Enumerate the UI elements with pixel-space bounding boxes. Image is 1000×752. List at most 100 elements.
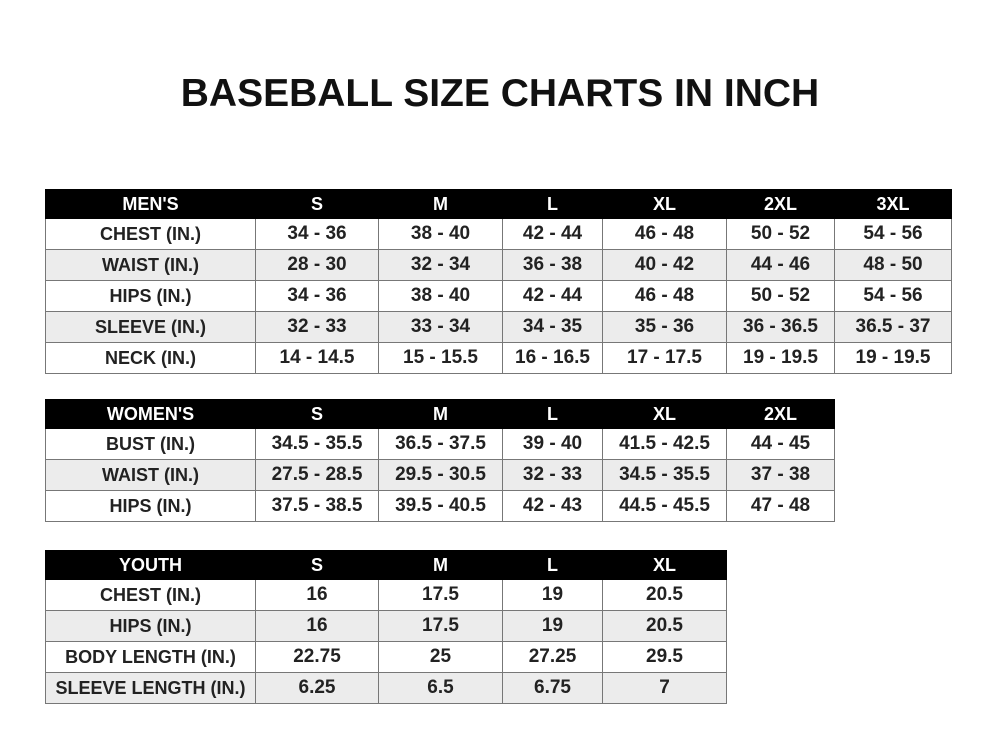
measurement-label: BODY LENGTH (IN.) [45, 641, 256, 673]
measurement-value: 14 - 14.5 [255, 342, 379, 374]
measurement-value: 28 - 30 [255, 249, 379, 281]
size-header: 2XL [726, 189, 835, 219]
mens-size-table: MEN'S S M L XL 2XL 3XL CHEST (IN.) 34 - 36 38 - 4… [45, 189, 952, 374]
measurement-value: 19 - 19.5 [726, 342, 835, 374]
measurement-value: 29.5 - 30.5 [378, 459, 503, 491]
measurement-value: 36 - 36.5 [726, 311, 835, 343]
measurement-label: BUST (IN.) [45, 428, 256, 460]
measurement-value: 7 [602, 672, 727, 704]
measurement-value: 50 - 52 [726, 218, 835, 250]
measurement-value: 15 - 15.5 [378, 342, 503, 374]
size-header: L [502, 550, 603, 580]
measurement-value: 34.5 - 35.5 [602, 459, 727, 491]
measurement-value: 46 - 48 [602, 280, 727, 312]
size-header: M [378, 550, 503, 580]
womens-size-table: WOMEN'S S M L XL 2XL BUST (IN.) 34.5 - 35.5 36.5… [45, 399, 835, 522]
measurement-value: 37.5 - 38.5 [255, 490, 379, 522]
measurement-label: SLEEVE (IN.) [45, 311, 256, 343]
measurement-value: 20.5 [602, 579, 727, 611]
measurement-value: 50 - 52 [726, 280, 835, 312]
measurement-value: 44.5 - 45.5 [602, 490, 727, 522]
measurement-value: 36 - 38 [502, 249, 603, 281]
measurement-value: 33 - 34 [378, 311, 503, 343]
measurement-value: 41.5 - 42.5 [602, 428, 727, 460]
table-row: WAIST (IN.) 27.5 - 28.5 29.5 - 30.5 32 - 33… [45, 459, 835, 491]
size-header: S [255, 550, 379, 580]
measurement-value: 37 - 38 [726, 459, 835, 491]
measurement-value: 47 - 48 [726, 490, 835, 522]
size-header: XL [602, 550, 727, 580]
measurement-value: 54 - 56 [834, 280, 952, 312]
measurement-value: 42 - 43 [502, 490, 603, 522]
size-header: S [255, 399, 379, 429]
category-header: MEN'S [45, 189, 256, 219]
header-row: MEN'S S M L XL 2XL 3XL [45, 189, 952, 219]
measurement-value: 34 - 36 [255, 280, 379, 312]
measurement-value: 34.5 - 35.5 [255, 428, 379, 460]
table-row: HIPS (IN.) 34 - 36 38 - 40 42 - 44 46 - 48 50… [45, 280, 952, 312]
size-header: L [502, 189, 603, 219]
measurement-value: 27.5 - 28.5 [255, 459, 379, 491]
measurement-value: 40 - 42 [602, 249, 727, 281]
measurement-value: 6.25 [255, 672, 379, 704]
measurement-value: 25 [378, 641, 503, 673]
measurement-value: 54 - 56 [834, 218, 952, 250]
measurement-value: 6.5 [378, 672, 503, 704]
size-header: S [255, 189, 379, 219]
measurement-value: 19 - 19.5 [834, 342, 952, 374]
size-header: 3XL [834, 189, 952, 219]
measurement-value: 32 - 33 [502, 459, 603, 491]
table-row: WAIST (IN.) 28 - 30 32 - 34 36 - 38 40 - 42 4… [45, 249, 952, 281]
measurement-label: HIPS (IN.) [45, 280, 256, 312]
table-row: SLEEVE (IN.) 32 - 33 33 - 34 34 - 35 35 - 36… [45, 311, 952, 343]
table-row: SLEEVE LENGTH (IN.) 6.25 6.5 6.75 7 [45, 672, 727, 704]
table-row: CHEST (IN.) 34 - 36 38 - 40 42 - 44 46 - 48 5… [45, 218, 952, 250]
measurement-label: CHEST (IN.) [45, 579, 256, 611]
measurement-value: 22.75 [255, 641, 379, 673]
measurement-value: 29.5 [602, 641, 727, 673]
measurement-value: 32 - 33 [255, 311, 379, 343]
header-row: YOUTH S M L XL [45, 550, 727, 580]
size-header: M [378, 189, 503, 219]
measurement-label: HIPS (IN.) [45, 610, 256, 642]
measurement-label: NECK (IN.) [45, 342, 256, 374]
size-header: M [378, 399, 503, 429]
measurement-value: 34 - 36 [255, 218, 379, 250]
category-header: WOMEN'S [45, 399, 256, 429]
measurement-value: 27.25 [502, 641, 603, 673]
size-header: XL [602, 399, 727, 429]
measurement-value: 48 - 50 [834, 249, 952, 281]
measurement-value: 42 - 44 [502, 218, 603, 250]
table-row: HIPS (IN.) 37.5 - 38.5 39.5 - 40.5 42 - 43 4… [45, 490, 835, 522]
measurement-value: 17 - 17.5 [602, 342, 727, 374]
measurement-value: 35 - 36 [602, 311, 727, 343]
table-row: BODY LENGTH (IN.) 22.75 25 27.25 29.5 [45, 641, 727, 673]
measurement-value: 16 [255, 610, 379, 642]
header-row: WOMEN'S S M L XL 2XL [45, 399, 835, 429]
page-title: BASEBALL SIZE CHARTS IN INCH [180, 72, 820, 115]
measurement-value: 19 [502, 579, 603, 611]
measurement-label: SLEEVE LENGTH (IN.) [45, 672, 256, 704]
measurement-value: 38 - 40 [378, 218, 503, 250]
measurement-value: 16 [255, 579, 379, 611]
measurement-value: 6.75 [502, 672, 603, 704]
measurement-value: 32 - 34 [378, 249, 503, 281]
measurement-value: 17.5 [378, 610, 503, 642]
size-header: XL [602, 189, 727, 219]
category-header: YOUTH [45, 550, 256, 580]
measurement-label: WAIST (IN.) [45, 249, 256, 281]
measurement-value: 19 [502, 610, 603, 642]
table-row: CHEST (IN.) 16 17.5 19 20.5 [45, 579, 727, 611]
measurement-value: 38 - 40 [378, 280, 503, 312]
measurement-value: 39 - 40 [502, 428, 603, 460]
table-row: NECK (IN.) 14 - 14.5 15 - 15.5 16 - 16.5 17 … [45, 342, 952, 374]
measurement-value: 16 - 16.5 [502, 342, 603, 374]
table-row: BUST (IN.) 34.5 - 35.5 36.5 - 37.5 39 - 40 4… [45, 428, 835, 460]
measurement-value: 17.5 [378, 579, 503, 611]
measurement-label: WAIST (IN.) [45, 459, 256, 491]
size-header: 2XL [726, 399, 835, 429]
measurement-value: 42 - 44 [502, 280, 603, 312]
youth-size-table: YOUTH S M L XL CHEST (IN.) 16 17.5 19 20.5 HIPS (I… [45, 550, 727, 704]
measurement-value: 44 - 46 [726, 249, 835, 281]
measurement-value: 34 - 35 [502, 311, 603, 343]
